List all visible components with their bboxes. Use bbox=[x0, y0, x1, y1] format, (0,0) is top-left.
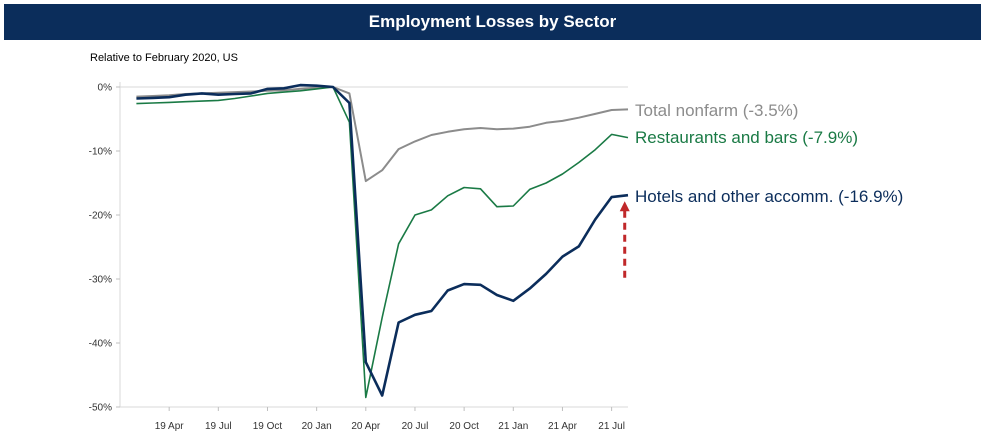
y-tick-label: -30% bbox=[89, 275, 112, 286]
x-tick-label: 21 Apr bbox=[548, 421, 578, 432]
series-line-total-nonfarm bbox=[136, 86, 629, 183]
x-tick-label: 20 Apr bbox=[351, 421, 381, 432]
y-tick-label: -50% bbox=[89, 403, 112, 414]
y-tick-label: -20% bbox=[89, 211, 112, 222]
y-tick-label: -10% bbox=[89, 147, 112, 158]
annotation-arrow-head bbox=[619, 201, 630, 212]
x-tick-label: 20 Oct bbox=[449, 421, 479, 432]
series-label-total-nonfarm: Total nonfarm (-3.5%) bbox=[635, 101, 798, 120]
x-tick-label: 21 Jul bbox=[598, 421, 625, 432]
y-tick-label: -40% bbox=[89, 339, 112, 350]
chart-title: Employment Losses by Sector bbox=[368, 12, 617, 31]
series-label-restaurants-and-bars: Restaurants and bars (-7.9%) bbox=[635, 128, 858, 147]
x-tick-label: 19 Jul bbox=[205, 421, 232, 432]
header-bar: Employment Losses by Sector bbox=[4, 4, 981, 40]
x-tick-label: 19 Oct bbox=[253, 421, 283, 432]
chart-subtitle: Relative to February 2020, US bbox=[90, 52, 238, 64]
x-tick-label: 21 Jan bbox=[498, 421, 528, 432]
x-tick-label: 19 Apr bbox=[155, 421, 185, 432]
series-line-restaurants-and-bars bbox=[136, 86, 629, 399]
y-tick-label: 0% bbox=[98, 83, 113, 94]
x-tick-label: 20 Jan bbox=[302, 421, 332, 432]
series-label-hotels-and-other-accomm: Hotels and other accomm. (-16.9%) bbox=[635, 187, 903, 206]
series-line-hotels-and-other-accomm bbox=[136, 83, 629, 397]
x-tick-label: 20 Jul bbox=[402, 421, 429, 432]
